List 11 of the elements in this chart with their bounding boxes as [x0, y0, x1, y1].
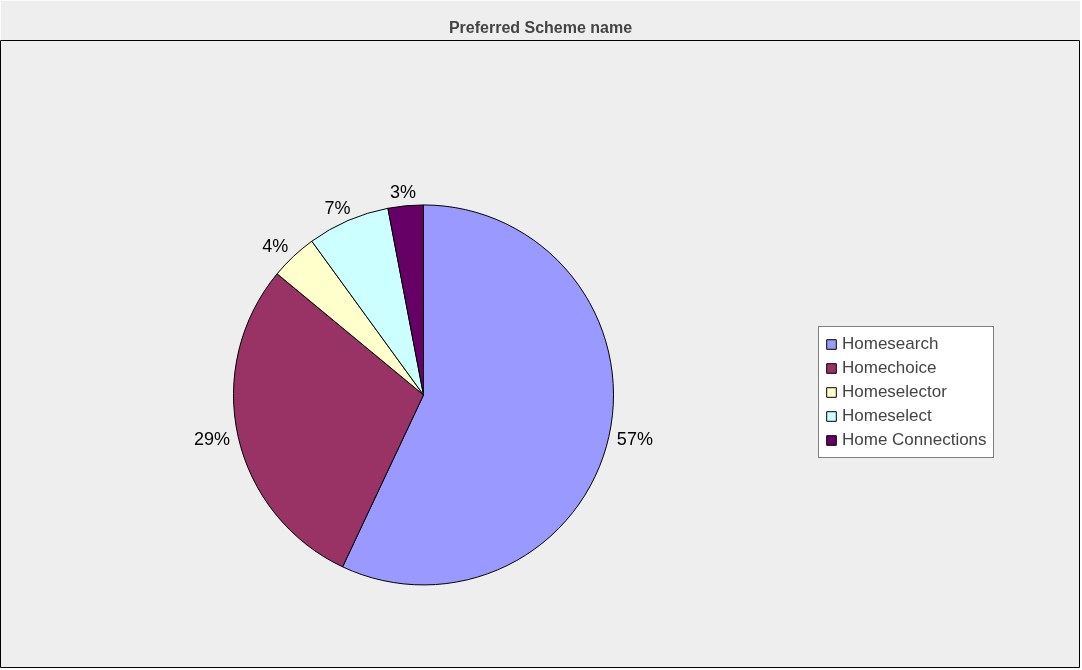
legend-label: Homechoice: [842, 357, 937, 379]
data-label: 57%: [616, 429, 653, 450]
chart-title: Preferred Scheme name: [448, 18, 633, 36]
data-label: 3%: [390, 182, 417, 203]
legend-label: Homesearch: [842, 333, 939, 355]
data-label: 29%: [194, 429, 231, 450]
data-label: 4%: [262, 236, 289, 257]
legend-label: Home Connections: [842, 429, 987, 451]
data-label: 7%: [324, 198, 351, 219]
legend-label: Homeselector: [842, 381, 947, 403]
legend-label: Homeselect: [842, 405, 932, 427]
